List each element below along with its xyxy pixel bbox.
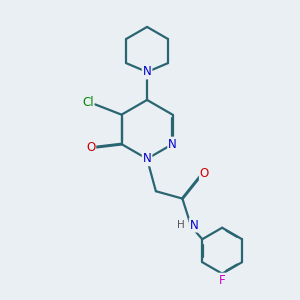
Text: N: N xyxy=(143,65,152,79)
Text: F: F xyxy=(219,274,226,286)
Text: H: H xyxy=(177,220,185,230)
Text: N: N xyxy=(168,138,177,151)
Text: Cl: Cl xyxy=(82,96,94,110)
Text: O: O xyxy=(200,167,209,180)
Text: N: N xyxy=(143,152,152,165)
Text: N: N xyxy=(190,219,199,232)
Text: O: O xyxy=(86,141,95,154)
